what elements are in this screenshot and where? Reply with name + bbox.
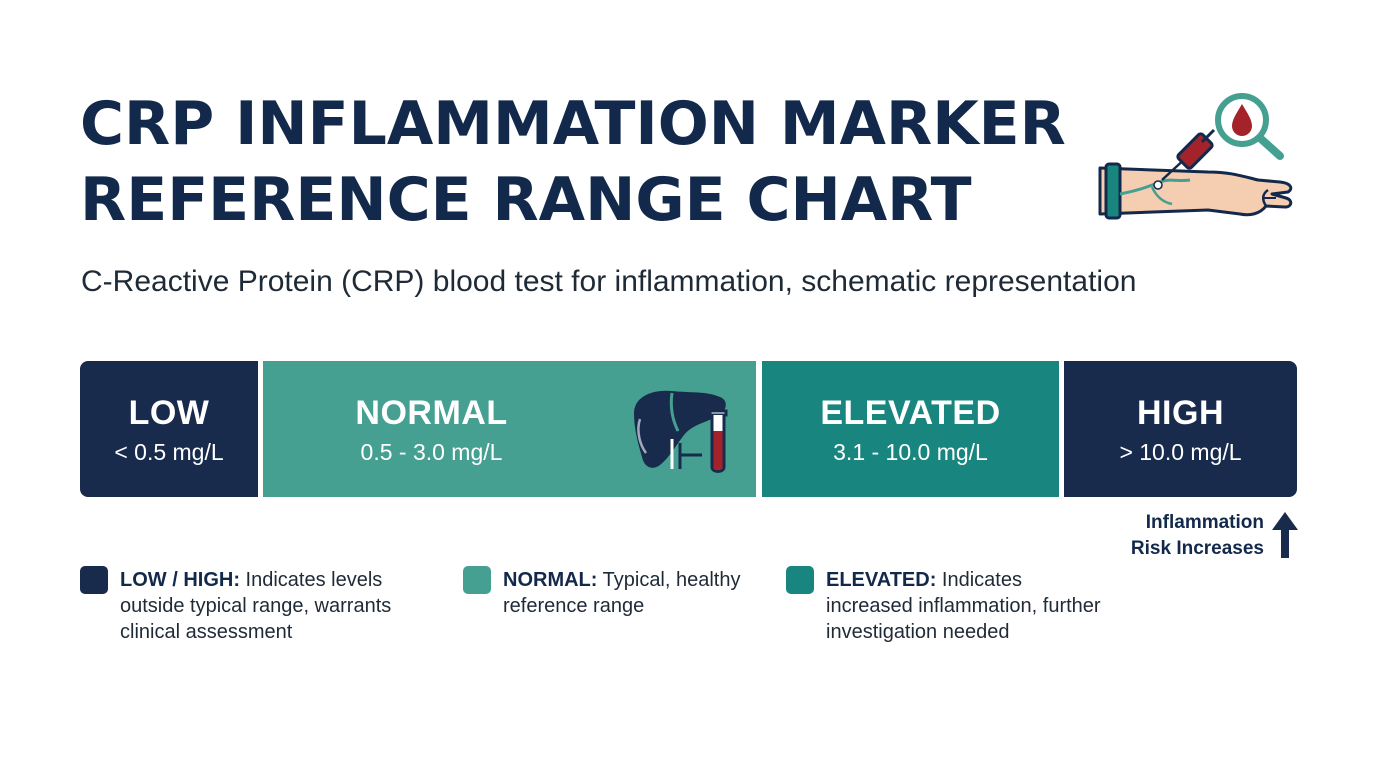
legend-line: Typical, healthy bbox=[597, 569, 741, 591]
range-segment-normal: NORMAL 0.5 - 3.0 mg/L bbox=[263, 361, 756, 497]
risk-note-text: Inflammation Risk Increases bbox=[1131, 510, 1264, 562]
legend-line: clinical assessment bbox=[120, 621, 293, 643]
legend-key-low-high: LOW / HIGH: bbox=[120, 569, 240, 591]
range-label-normal: NORMAL bbox=[355, 394, 508, 432]
legend-text-low-high: LOW / HIGH: Indicates levels outside typ… bbox=[120, 567, 440, 645]
legend-line: reference range bbox=[503, 595, 645, 617]
legend-line: Indicates bbox=[936, 569, 1022, 591]
range-value-normal: 0.5 - 3.0 mg/L bbox=[360, 439, 503, 465]
title-line-1: CRP INFLAMMATION MARKER bbox=[80, 89, 1066, 159]
liver-test-tube-icon bbox=[634, 390, 728, 473]
legend-key-elevated: ELEVATED: bbox=[826, 569, 937, 591]
crp-range-bar: LOW < 0.5 mg/L NORMAL 0.5 - 3.0 mg/L ELE… bbox=[80, 361, 1297, 497]
range-segment-elevated: ELEVATED 3.1 - 10.0 mg/L bbox=[762, 361, 1059, 497]
range-value-high: > 10.0 mg/L bbox=[1119, 439, 1242, 465]
legend-swatch-normal bbox=[463, 566, 491, 594]
legend-swatch-navy bbox=[80, 566, 108, 594]
page-title: CRP INFLAMMATION MARKER REFERENCE RANGE … bbox=[80, 86, 1066, 238]
legend-line: outside typical range, warrants bbox=[120, 595, 392, 617]
risk-note-line-1: Inflammation bbox=[1145, 512, 1264, 533]
range-label-low: LOW bbox=[128, 394, 210, 432]
range-segment-high: HIGH > 10.0 mg/L bbox=[1064, 361, 1297, 497]
risk-note-line-2: Risk Increases bbox=[1130, 538, 1264, 559]
legend-line: increased inflammation, further bbox=[826, 595, 1101, 617]
title-line-2: REFERENCE RANGE CHART bbox=[80, 165, 972, 235]
arm-blood-draw-magnifier-icon bbox=[1098, 93, 1293, 220]
range-label-high: HIGH bbox=[1137, 394, 1224, 432]
range-label-elevated: ELEVATED bbox=[820, 394, 1001, 432]
legend-text-normal: NORMAL: Typical, healthy reference range bbox=[503, 567, 793, 619]
range-segment-low: LOW < 0.5 mg/L bbox=[80, 361, 258, 497]
legend-swatch-elevated bbox=[786, 566, 814, 594]
legend-line: Indicates levels bbox=[239, 569, 383, 591]
legend-line: investigation needed bbox=[826, 621, 1010, 643]
inflammation-risk-note: Inflammation Risk Increases bbox=[1110, 510, 1300, 560]
page-subtitle: C-Reactive Protein (CRP) blood test for … bbox=[81, 265, 1137, 298]
arrow-up-icon bbox=[1272, 512, 1298, 558]
legend-text-elevated: ELEVATED: Indicates increased inflammati… bbox=[826, 567, 1166, 645]
legend-key-normal: NORMAL: bbox=[503, 569, 598, 591]
range-value-elevated: 3.1 - 10.0 mg/L bbox=[833, 439, 988, 465]
range-value-low: < 0.5 mg/L bbox=[114, 439, 224, 465]
